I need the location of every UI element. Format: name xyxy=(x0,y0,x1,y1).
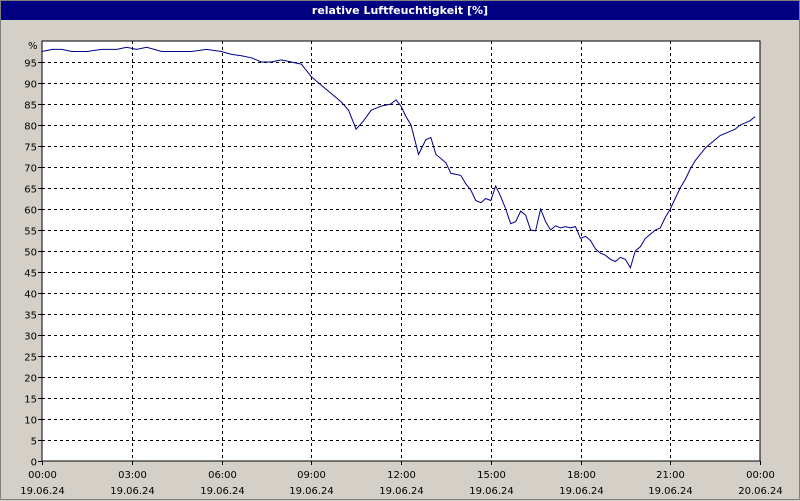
x-tick-date-label: 19.06.24 xyxy=(200,486,245,497)
x-tick-date-label: 19.06.24 xyxy=(379,486,424,497)
y-tick-label: 5 xyxy=(31,437,37,448)
x-tick-date-label: 19.06.24 xyxy=(469,486,514,497)
y-tick-label: 95 xyxy=(24,59,37,70)
y-tick-label: 0 xyxy=(31,458,37,469)
y-axis-ticks: 0 5 10 15 20 25 30 35 40 45 50 55 60 65 70 75 80 85 90 95 xyxy=(24,59,42,469)
y-tick-label: 65 xyxy=(24,185,37,196)
grid-lines xyxy=(42,41,760,461)
y-tick-label: 90 xyxy=(24,80,37,91)
humidity-series-line xyxy=(41,46,756,270)
x-tick-time-label: 03:00 xyxy=(118,470,147,481)
y-tick-label: 15 xyxy=(24,395,37,406)
x-tick-time-label: 12:00 xyxy=(387,470,416,481)
x-tick-date-label: 20.06.24 xyxy=(738,486,783,497)
y-tick-label: 30 xyxy=(24,332,37,343)
y-tick-label: 85 xyxy=(24,101,37,112)
y-tick-label: 25 xyxy=(24,353,37,364)
x-tick-time-label: 00:00 xyxy=(746,470,775,481)
x-axis-ticks: 00:00 19.06.24 03:00 19.06.24 06:00 19.06.24 0… xyxy=(20,461,783,497)
x-tick-date-label: 19.06.24 xyxy=(648,486,693,497)
y-tick-label: 10 xyxy=(24,416,37,427)
y-tick-label: 40 xyxy=(24,290,37,301)
y-tick-label: 20 xyxy=(24,374,37,385)
x-tick-date-label: 19.06.24 xyxy=(289,486,334,497)
chart-title: relative Luftfeuchtigkeit [%] xyxy=(1,1,799,20)
y-tick-label: 60 xyxy=(24,206,37,217)
y-tick-label: 35 xyxy=(24,311,37,322)
y-tick-label: 75 xyxy=(24,143,37,154)
y-tick-label: 80 xyxy=(24,122,37,133)
x-tick-date-label: 19.06.24 xyxy=(559,486,604,497)
x-tick-time-label: 00:00 xyxy=(28,470,57,481)
x-tick-time-label: 09:00 xyxy=(297,470,326,481)
x-tick-date-label: 19.06.24 xyxy=(20,486,65,497)
x-tick-time-label: 18:00 xyxy=(567,470,596,481)
y-tick-label: 70 xyxy=(24,164,37,175)
x-tick-time-label: 06:00 xyxy=(208,470,237,481)
y-tick-label: 45 xyxy=(24,269,37,280)
y-tick-label: 50 xyxy=(24,248,37,259)
x-tick-time-label: 15:00 xyxy=(477,470,506,481)
x-tick-date-label: 19.06.24 xyxy=(110,486,155,497)
y-axis-label: % xyxy=(28,41,38,52)
x-tick-time-label: 21:00 xyxy=(656,470,685,481)
y-tick-label: 55 xyxy=(24,227,37,238)
